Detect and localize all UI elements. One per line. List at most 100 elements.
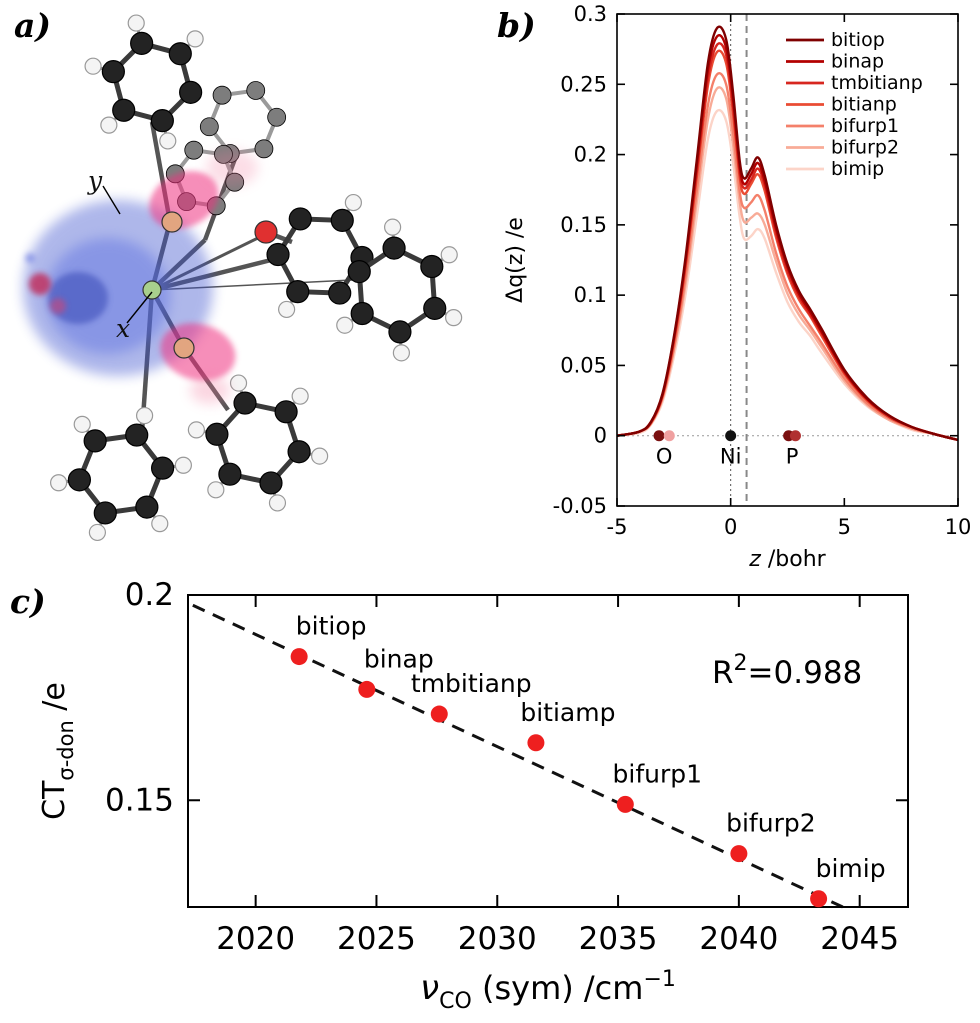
hydrogen-atom — [445, 309, 463, 327]
nickel-atom — [142, 280, 162, 300]
carbon-atom — [420, 254, 444, 279]
carbon-atom — [112, 98, 136, 122]
carbon-atom — [212, 85, 232, 105]
x-tick-label: 2045 — [820, 921, 899, 957]
y-tick-label: 0.15 — [560, 213, 607, 237]
x-tick-label: 2030 — [458, 921, 537, 957]
data-point-bitiamp — [527, 734, 545, 752]
molecule-x-axis-label: x — [116, 314, 131, 343]
panel-a-label: a) — [14, 6, 51, 45]
carbon-atom — [130, 31, 154, 55]
y-tick-label: -0.05 — [553, 494, 607, 518]
oxygen-atom — [254, 220, 278, 244]
hydrogen-atom — [100, 116, 118, 134]
x-tick-label: -5 — [607, 515, 628, 539]
carbon-atom — [267, 107, 287, 127]
legend: bitiopbinaptmbitianpbitianpbifurp1bifurp… — [786, 29, 923, 180]
hydrogen-atom — [268, 494, 287, 512]
atom-position-marker — [663, 430, 675, 442]
x-tick-label: 10 — [945, 515, 972, 539]
hydrogen-atom — [136, 406, 154, 425]
point-label: bitiop — [296, 612, 367, 641]
y-tick-label: 0.15 — [105, 782, 174, 818]
x-tick-label: 2025 — [337, 921, 416, 957]
hetero-atoms — [142, 211, 278, 359]
legend-label: bimip — [831, 158, 884, 180]
hydrogen-atom — [291, 387, 309, 405]
x-tick-label: 2035 — [579, 921, 658, 957]
carbon-atom — [205, 422, 229, 446]
hydrogen-atom — [440, 246, 458, 264]
carbon-atom — [135, 495, 159, 519]
phenyl-ring — [266, 193, 374, 319]
atom-marker-label: Ni — [720, 445, 742, 469]
point-label: bimip — [816, 854, 886, 883]
carbon-atom — [388, 320, 412, 344]
hydrogen-atom — [127, 14, 145, 32]
phenyl-ring — [336, 218, 463, 362]
carbon-atom — [218, 462, 242, 486]
carbon-atom — [330, 208, 354, 232]
carbon-atom — [150, 109, 174, 133]
data-point-binap — [358, 680, 376, 698]
carbon-atom — [93, 501, 117, 525]
carbon-atom — [83, 429, 107, 453]
data-point-bitiop — [290, 648, 308, 666]
phenyl-ring — [84, 14, 204, 150]
atom-marker-label: P — [786, 445, 799, 469]
point-label: binap — [364, 644, 434, 673]
hydrogen-atom — [336, 316, 354, 334]
charge-displacement-chart: -0.05 0 0.05 0.1 0.15 0.2 0.25 0.3 -5 0 5 10 O Ni Pbit… — [503, 2, 972, 572]
legend-label: binap — [831, 51, 884, 73]
point-label: bifurp2 — [726, 809, 816, 838]
carbon-atom — [101, 60, 125, 84]
coordinate-axes — [102, 185, 153, 324]
carbon-atom — [125, 423, 149, 447]
hydrogen-atom — [207, 481, 225, 499]
carbon-atom — [423, 296, 447, 321]
series-bimip — [616, 108, 959, 442]
data-point-bifurp1 — [616, 795, 634, 813]
hydrogen-atom — [73, 415, 91, 433]
y-tick-label: 0.05 — [560, 353, 607, 377]
hydrogen-atom — [187, 421, 205, 439]
y-tick-label: 0.1 — [574, 283, 607, 307]
electron-density-isosurfaces — [23, 150, 258, 404]
r-squared-annotation: R2=0.988 — [712, 651, 862, 691]
x-axis-label: z /bohr — [748, 547, 826, 572]
x-tick-label: 5 — [838, 515, 851, 539]
data-point-bifurp2 — [730, 845, 748, 863]
hydrogen-atom — [151, 515, 169, 533]
carbon-atom — [184, 140, 204, 160]
atom-position-marker — [725, 430, 737, 442]
carbon-atom — [246, 81, 266, 100]
legend-label: tmbitianp — [831, 72, 923, 94]
x-axis-label: νCO (sym) /cm−1 — [420, 967, 676, 1014]
carbon-atom — [274, 400, 298, 424]
hydrogen-atom — [278, 300, 296, 319]
plot-frame — [187, 594, 909, 908]
carbon-atom — [259, 471, 283, 495]
atom-position-marker — [653, 430, 665, 442]
hydrogen-atom — [344, 193, 362, 212]
carbon-atom — [150, 456, 175, 480]
hydrogen-atom — [311, 447, 329, 465]
y-tick-label: 0.3 — [574, 2, 607, 26]
molecule-y-axis-label: y — [88, 166, 103, 195]
y-tick-label: 0.25 — [560, 72, 607, 96]
pink-density-lobe — [160, 323, 236, 381]
panel-b-label: b) — [497, 6, 536, 45]
hydrogen-atom — [50, 474, 68, 492]
hydrogen-atom — [84, 57, 102, 75]
red-density-dot — [29, 273, 51, 295]
series-bitiop — [616, 25, 959, 442]
y-tick-label: 0.2 — [125, 577, 174, 613]
plot-frame — [616, 13, 959, 507]
point-label: bifurp1 — [613, 759, 703, 788]
legend-label: bifurp2 — [831, 137, 899, 159]
point-label: tmbitianp — [411, 669, 532, 698]
carbon-atom — [254, 139, 274, 159]
carbon-atom — [350, 301, 374, 326]
carbon-atom — [266, 242, 290, 267]
panel-c-label: c) — [10, 582, 46, 621]
